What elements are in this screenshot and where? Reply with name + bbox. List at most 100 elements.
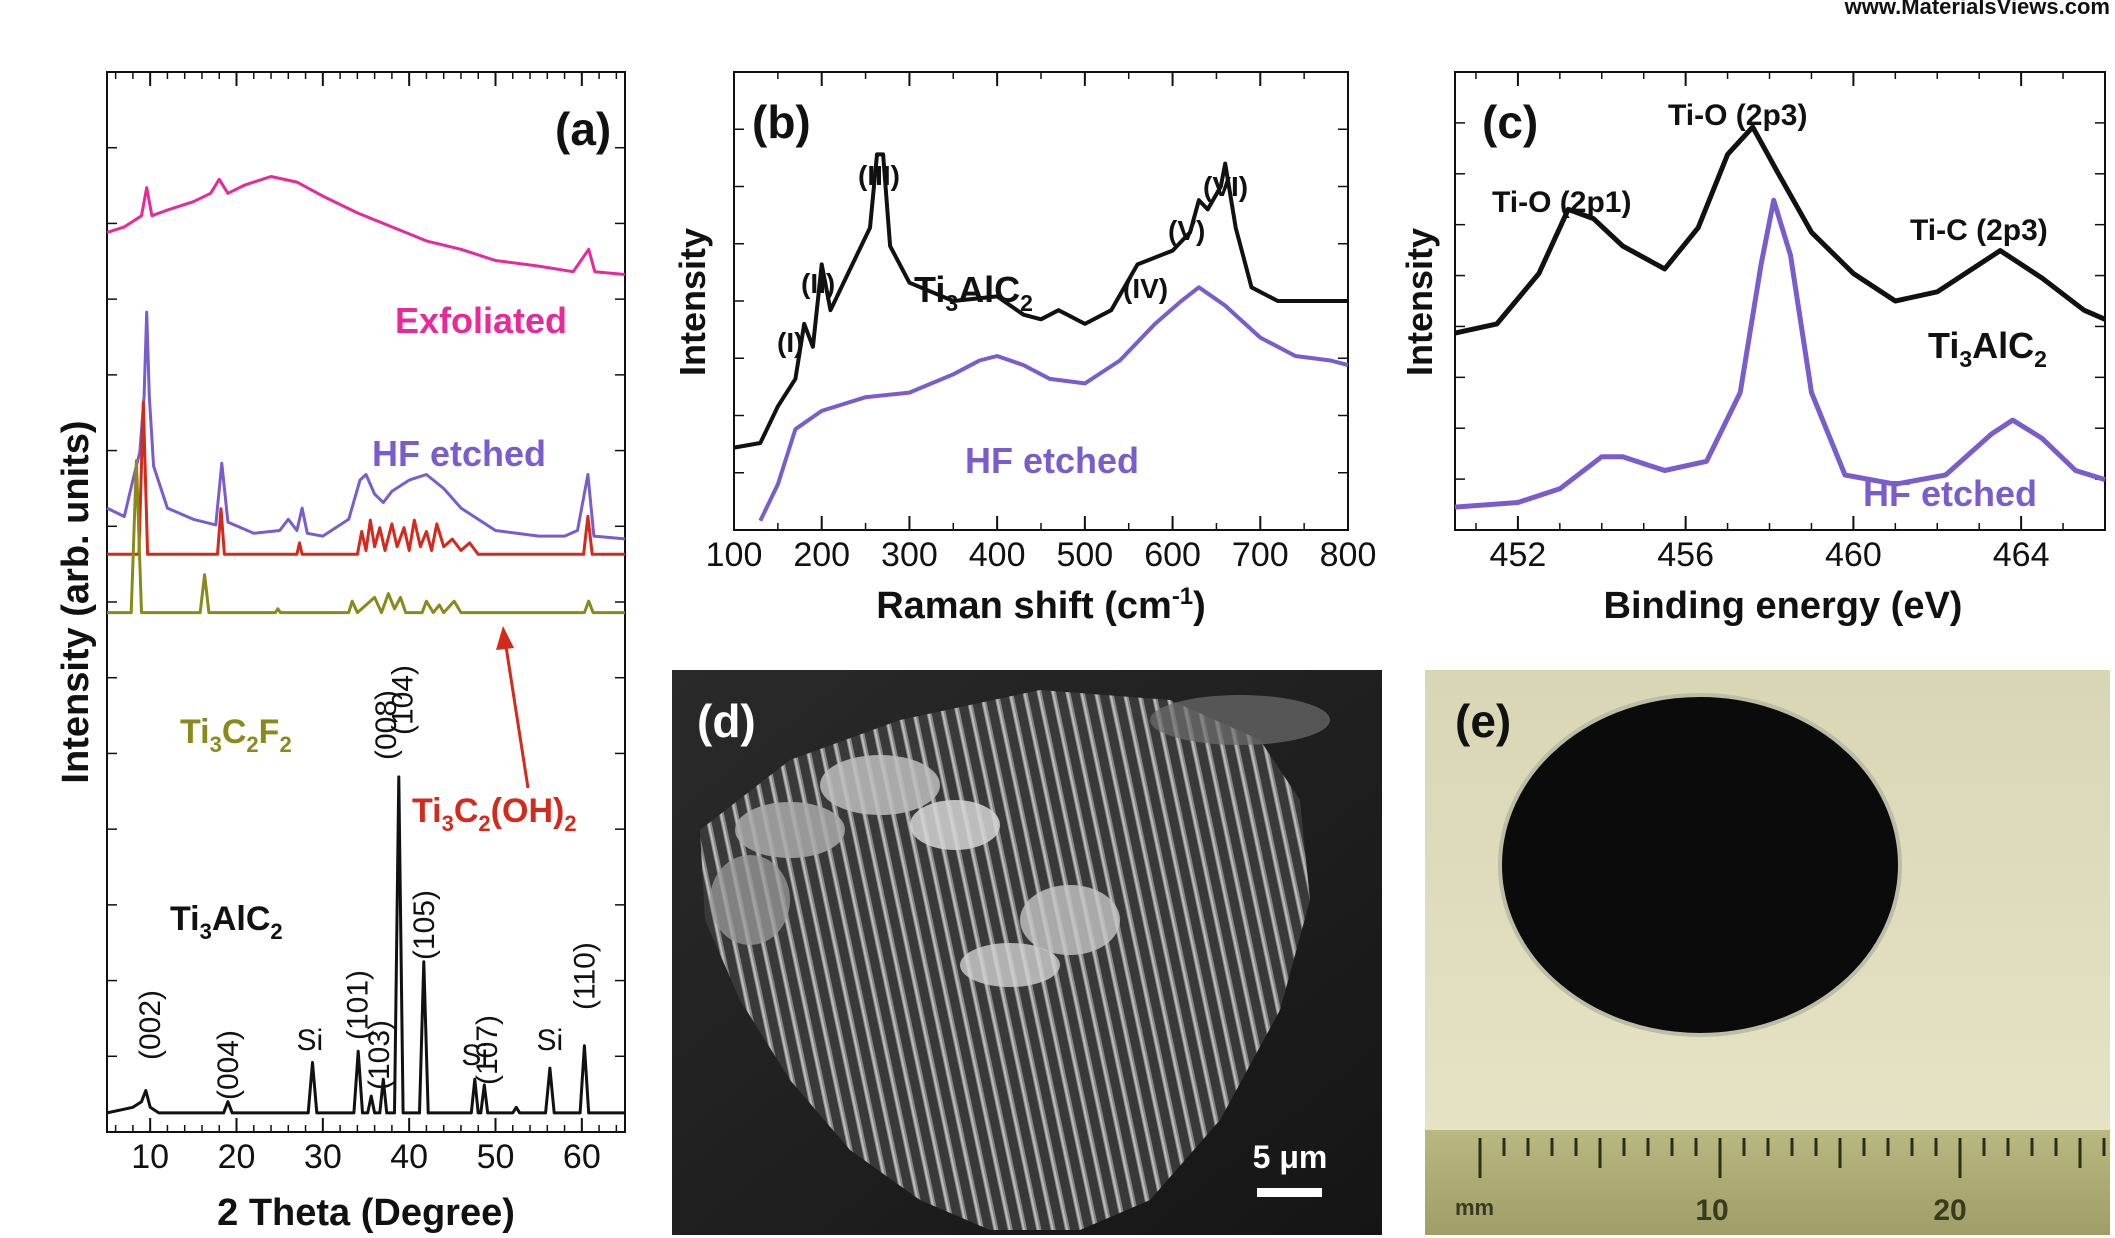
panel-a-label: (a) xyxy=(555,103,611,155)
ruler-tick xyxy=(1622,1138,1626,1156)
panel-a-xlabel: 2 Theta (Degree) xyxy=(217,1192,515,1234)
x-tick-label: 200 xyxy=(793,536,850,574)
x-tick-label: 600 xyxy=(1144,536,1201,574)
ruler-tick xyxy=(1670,1138,1674,1156)
label-exfoliated: Exfoliated xyxy=(395,300,567,341)
scale-bar xyxy=(1257,1188,1322,1197)
panel-b-ticks xyxy=(733,72,1349,530)
x-tick-label: 10 xyxy=(131,1138,169,1176)
panel-a-ticks xyxy=(107,72,625,1132)
arrow-ti3c2oh2-shaft xyxy=(503,639,530,789)
ruler-tick xyxy=(2030,1138,2034,1156)
peak-label-si: Si xyxy=(537,1024,564,1057)
panel-c-x-tick-labels: 452 456 460 464 xyxy=(1490,536,2050,574)
ruler-10-label: 10 xyxy=(1695,1194,1728,1227)
raman-peak-iii: (III) xyxy=(858,160,900,191)
panel-a-xrd-chart: 10 20 30 40 50 60 (a) 2 Theta (Degree) Intens… xyxy=(55,71,626,1234)
series-exfoliated xyxy=(106,175,626,276)
x-tick-label: 464 xyxy=(1993,536,2050,574)
ruler-tick xyxy=(1790,1138,1794,1156)
label-ti3alc2-c: Ti3AlC2 xyxy=(1928,325,2047,372)
x-tick-label: 40 xyxy=(390,1138,428,1176)
panel-a-x-tick-labels: 10 20 30 40 50 60 xyxy=(131,1138,600,1176)
peak-label-103: (103) xyxy=(363,1020,396,1090)
ruler-tick xyxy=(2078,1138,2082,1168)
x-tick-label: 50 xyxy=(477,1138,515,1176)
panel-a-peak-labels: (002)(004) Si(101)(103)(008)(104)(105)Si(… xyxy=(134,665,601,1100)
ruler-tick xyxy=(2102,1138,2106,1156)
sem-flake-3 xyxy=(735,802,845,858)
x-tick-label: 456 xyxy=(1657,536,1714,574)
raman-peak-ii: (II) xyxy=(801,268,835,299)
x-tick-label: 300 xyxy=(881,536,938,574)
label-ti3c2f2: Ti3C2F2 xyxy=(180,713,292,757)
ruler-ticks xyxy=(1478,1138,2106,1178)
x-tick-label: 500 xyxy=(1056,536,1113,574)
ruler-tick xyxy=(1958,1138,1962,1178)
ruler-tick xyxy=(1838,1138,1842,1168)
ruler-tick xyxy=(1598,1138,1602,1168)
ruler-tick xyxy=(1718,1138,1722,1178)
peak-label-si: Si xyxy=(461,1039,488,1072)
label-ti3alc2-a: Ti3AlC2 xyxy=(170,900,283,944)
x-tick-label: 30 xyxy=(304,1138,342,1176)
label-ti3alc2-b: Ti3AlC2 xyxy=(914,269,1033,316)
x-tick-label: 20 xyxy=(218,1138,256,1176)
panel-b-label: (b) xyxy=(752,96,811,148)
x-tick-label: 452 xyxy=(1490,536,1547,574)
ruler-tick xyxy=(1694,1138,1698,1156)
sem-flake-4 xyxy=(1020,885,1120,955)
x-tick-label: 800 xyxy=(1320,536,1377,574)
ruler-tick xyxy=(1934,1138,1938,1156)
ruler-20-label: 20 xyxy=(1933,1194,1966,1227)
peak-label-101: (101) xyxy=(341,970,374,1040)
ruler-tick xyxy=(1814,1138,1818,1156)
raman-peak-vi: (VI) xyxy=(1203,171,1248,202)
ruler-tick xyxy=(1550,1138,1554,1156)
sem-flake-2 xyxy=(910,800,1000,850)
series-hf-etched xyxy=(106,310,626,541)
label-tio-2p3: Ti-O (2p3) xyxy=(1668,99,1807,132)
label-tic-2p3: Ti-C (2p3) xyxy=(1910,214,2048,247)
ruler-tick xyxy=(1646,1138,1650,1156)
panel-e-photo: mm 10 20 (e) xyxy=(1425,670,2110,1235)
ruler-tick xyxy=(1886,1138,1890,1156)
panel-b-raman-chart: 100 200 300 400 500 600 700 800 (b) Raman shift… xyxy=(672,71,1377,627)
ruler-tick xyxy=(1574,1138,1578,1156)
ruler-tick xyxy=(1478,1138,1482,1178)
x-tick-label: 460 xyxy=(1825,536,1882,574)
panel-c-plot-frame xyxy=(1454,71,2106,531)
label-hf-etched-c: HF etched xyxy=(1863,473,2037,514)
series-hf-etched xyxy=(758,285,1349,522)
panel-c-xps-chart: 452 456 460 464 (c) Binding energy (eV) Int… xyxy=(1399,71,2106,627)
series-hf-etched xyxy=(1454,197,2106,510)
black-disc-sample xyxy=(1498,693,1902,1037)
peak-label-008: (008) xyxy=(370,690,403,760)
series-ti3alc2 xyxy=(1454,124,2106,336)
website-header: www.MaterialsViews.com xyxy=(1844,0,2110,19)
sem-flake-5 xyxy=(960,943,1060,987)
label-tio-2p1: Ti-O (2p1) xyxy=(1492,186,1631,219)
panel-b-xlabel: Raman shift (cm-1) xyxy=(876,583,1206,627)
x-tick-label: 700 xyxy=(1232,536,1289,574)
series-ti3alc2 xyxy=(106,775,625,1115)
sem-flake-6 xyxy=(710,855,790,945)
raman-peak-v: (V) xyxy=(1168,215,1205,246)
panel-c-xlabel: Binding energy (eV) xyxy=(1604,585,1963,627)
series-ti3c2f2 xyxy=(107,459,625,615)
x-tick-label: 400 xyxy=(969,536,1026,574)
series-ti3c2-oh-2 xyxy=(107,400,625,556)
panel-c-series xyxy=(1454,124,2106,510)
panel-a-ylabel: Intensity (arb. units) xyxy=(55,420,97,783)
panel-b-series xyxy=(733,152,1349,522)
ruler-unit-label: mm xyxy=(1455,1195,1494,1220)
ruler-tick xyxy=(2054,1138,2058,1156)
peak-label-002: (002) xyxy=(134,990,167,1060)
ruler-tick xyxy=(2006,1138,2010,1156)
panel-e-label: (e) xyxy=(1455,695,1511,747)
label-ti3c2oh2: Ti3C2(OH)2 xyxy=(412,792,577,836)
arrow-ti3c2oh2-head xyxy=(496,626,514,650)
x-tick-label: 60 xyxy=(563,1138,601,1176)
panel-d-sem-image: (d) 5 μm xyxy=(672,670,1382,1235)
